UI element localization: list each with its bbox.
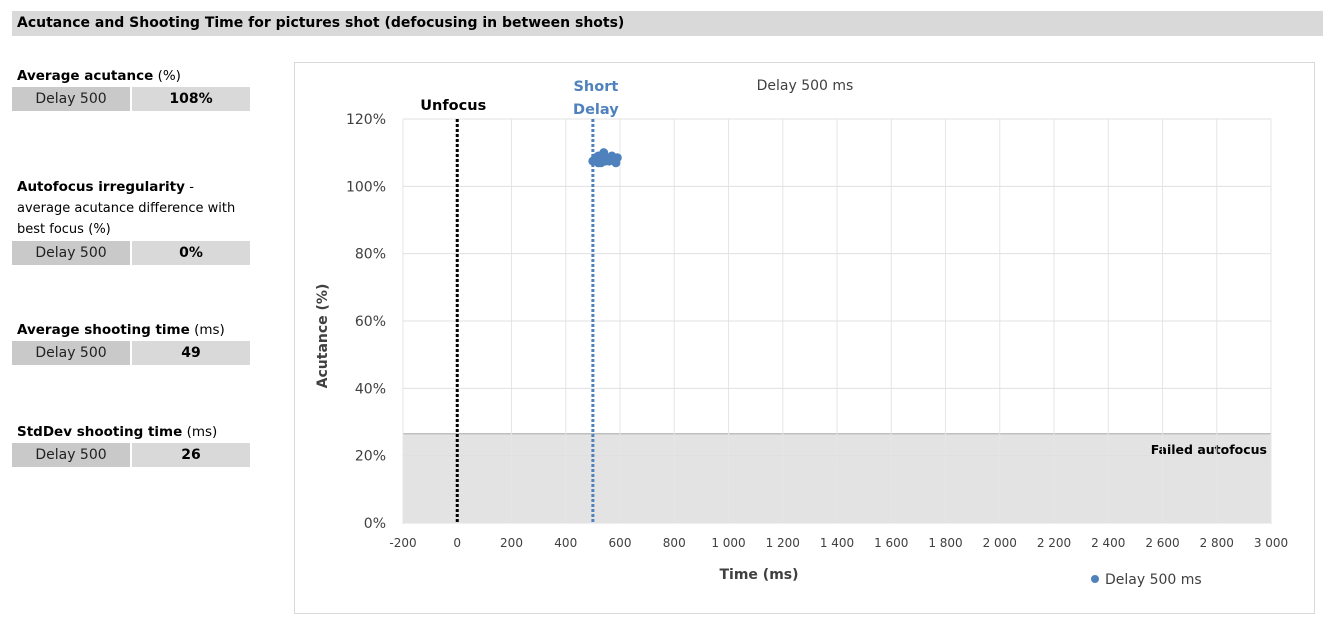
metric-unit: (%)	[88, 222, 111, 237]
metric-title-text: StdDev shooting time	[17, 424, 183, 440]
data-point	[599, 148, 609, 158]
x-tick-label: 2 600	[1145, 536, 1179, 550]
short-delay-marker-label: Delay	[573, 102, 619, 118]
y-tick-label: 0%	[364, 516, 386, 532]
x-tick-label: 1 400	[820, 536, 854, 550]
chart-title: Delay 500 ms	[757, 78, 854, 94]
metric-title: StdDev shooting time (ms)	[12, 422, 250, 443]
legend-label: Delay 500 ms	[1105, 572, 1202, 588]
metric-unit: (ms)	[186, 424, 218, 440]
metric-title: Average acutance (%)	[12, 66, 250, 87]
metric-value: 0%	[132, 241, 250, 265]
y-tick-label: 60%	[355, 314, 386, 330]
y-tick-label: 80%	[355, 247, 386, 263]
short-delay-marker-label: Short	[573, 79, 618, 95]
metric-description: - average acutance difference with best …	[17, 180, 236, 237]
metric-unit: (%)	[157, 68, 181, 84]
x-tick-label: 2 800	[1200, 536, 1234, 550]
metric-row: Delay 500 26	[12, 443, 250, 467]
metric-title-text: Average acutance	[17, 68, 154, 84]
x-tick-label: 1 200	[766, 536, 800, 550]
metric-title: Autofocus irregularity - average acutanc…	[12, 177, 250, 240]
acutance-scatter-chart: Failed autofocus -200 0 200 400 600 800 1 000 1 …	[315, 78, 1288, 588]
x-tick-label: 1 600	[874, 536, 908, 550]
y-tick-label: 100%	[346, 179, 386, 195]
metric-unit: (ms)	[194, 322, 225, 338]
metric-value: 108%	[132, 87, 250, 111]
metric-autofocus-irregularity: Autofocus irregularity - average acutanc…	[12, 177, 250, 265]
unfocus-marker-label: Unfocus	[420, 98, 486, 114]
data-point	[593, 158, 603, 168]
x-tick-label: 800	[663, 536, 686, 550]
metric-row: Delay 500 0%	[12, 241, 250, 265]
y-tick-label: 20%	[355, 449, 386, 465]
x-axis-title: Time (ms)	[719, 567, 798, 583]
metric-title-text: Average shooting time	[17, 322, 190, 338]
metric-row: Delay 500 108%	[12, 87, 250, 111]
x-tick-label: -200	[389, 536, 416, 550]
metric-label: Delay 500	[12, 443, 130, 467]
metric-title: Average shooting time (ms)	[12, 320, 250, 341]
y-axis-title: Acutance (%)	[315, 284, 331, 389]
legend-marker	[1091, 575, 1099, 583]
failed-autofocus-label: Failed autofocus	[1151, 442, 1267, 457]
data-point	[612, 153, 622, 163]
metric-value: 26	[132, 443, 250, 467]
metric-label: Delay 500	[12, 341, 130, 365]
page-title: Acutance and Shooting Time for pictures …	[17, 15, 625, 31]
metric-stddev-shooting-time: StdDev shooting time (ms) Delay 500 26	[12, 422, 250, 467]
x-tick-label: 200	[500, 536, 523, 550]
x-tick-label: 1 800	[928, 536, 962, 550]
header-bar: Acutance and Shooting Time for pictures …	[12, 11, 1323, 36]
metric-average-shooting-time: Average shooting time (ms) Delay 500 49	[12, 320, 250, 365]
y-tick-label: 40%	[355, 381, 386, 397]
chart-frame: Failed autofocus -200 0 200 400 600 800 1 000 1 …	[294, 62, 1315, 614]
x-tick-label: 1 000	[711, 536, 745, 550]
x-tick-label: 2 000	[983, 536, 1017, 550]
x-tick-label: 2 400	[1091, 536, 1125, 550]
data-point	[606, 153, 616, 163]
y-tick-label: 120%	[346, 112, 386, 128]
x-tick-label: 600	[609, 536, 632, 550]
metric-row: Delay 500 49	[12, 341, 250, 365]
metric-label: Delay 500	[12, 87, 130, 111]
x-tick-label: 400	[554, 536, 577, 550]
x-tick-label: 2 200	[1037, 536, 1071, 550]
x-tick-label: 3 000	[1254, 536, 1288, 550]
metric-label: Delay 500	[12, 241, 130, 265]
metric-value: 49	[132, 341, 250, 365]
metric-average-acutance: Average acutance (%) Delay 500 108%	[12, 66, 250, 111]
metric-title-text: Autofocus irregularity	[17, 179, 185, 195]
x-tick-label: 0	[453, 536, 461, 550]
